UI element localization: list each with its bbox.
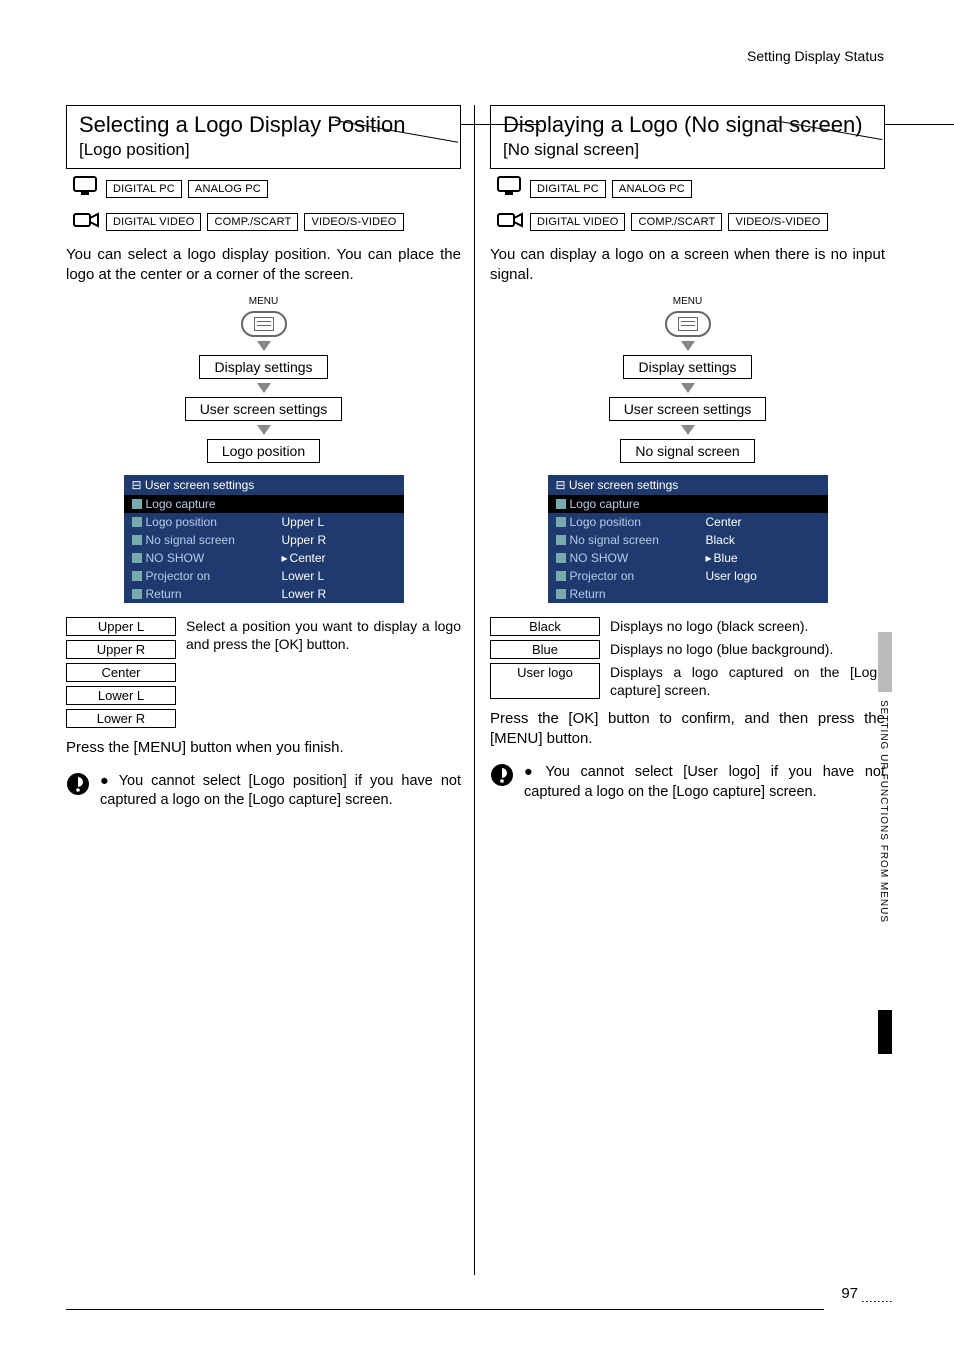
option-desc: Select a position you want to display a … [186,617,461,728]
mode-tag: COMP./SCART [631,213,722,231]
osd-header-text: User screen settings [145,478,254,492]
menu-button-icon [241,311,287,337]
mode-tag: DIGITAL PC [530,180,606,198]
option-key: User logo [490,663,600,699]
option-key: Lower L [66,686,176,705]
option-desc: Displays no logo (black screen). [610,617,885,636]
menu-label: MENU [249,296,278,307]
press-text: Press the [MENU] button when you finish. [66,738,461,758]
arrow-down-icon [681,383,695,393]
column-divider [474,105,475,1275]
section-title: Selecting a Logo Display Position [79,112,448,138]
camera-icon [496,208,524,235]
option-desc: Displays no logo (blue background). [610,640,885,659]
monitor-icon [496,175,524,202]
note-content: You cannot select [Logo position] if you… [100,773,461,809]
option-row: User logo Displays a logo captured on the… [490,663,885,699]
option-key: Upper L [66,617,176,636]
mode-row-2: DIGITAL VIDEO COMP./SCART VIDEO/S-VIDEO [72,208,461,235]
osd-header: ⊟ User screen settings [548,475,828,495]
arrow-down-icon [257,383,271,393]
mode-row-1: DIGITAL PC ANALOG PC [496,175,885,202]
mode-row-2: DIGITAL VIDEO COMP./SCART VIDEO/S-VIDEO [496,208,885,235]
menu-button-icon [665,311,711,337]
section-subtitle: [Logo position] [79,140,448,160]
note: ●You cannot select [Logo position] if yo… [66,772,461,811]
mode-tag: VIDEO/S-VIDEO [304,213,403,231]
page-header: Setting Display Status [0,0,954,64]
press-text: Press the [OK] button to confirm, and th… [490,709,885,750]
option-key: Upper R [66,640,176,659]
left-column: Selecting a Logo Display Position [Logo … [66,105,461,811]
side-tab: SETTING UP FUNCTIONS FROM MENUS [878,632,892,932]
side-tab-black [878,1010,892,1054]
note: ●You cannot select [User logo] if you ha… [490,763,885,802]
nav-step: User screen settings [185,397,343,421]
side-tab-gray [878,632,892,692]
mode-row-1: DIGITAL PC ANALOG PC [72,175,461,202]
page-num-underline [66,1309,824,1310]
page-number: 97 [841,1285,858,1302]
option-desc: Displays a logo captured on the [Logo ca… [610,663,885,699]
osd-screenshot: ⊟ User screen settings Logo captureLogo … [124,475,404,603]
option-table: Black Displays no logo (black screen). Blu… [490,617,885,699]
page-num-dots [862,1301,892,1302]
option-row: Black Displays no logo (black screen). [490,617,885,636]
mode-tag: VIDEO/S-VIDEO [728,213,827,231]
arrow-down-icon [257,425,271,435]
caution-icon [66,772,90,811]
note-text: ●You cannot select [User logo] if you ha… [524,763,885,802]
mode-tag: DIGITAL VIDEO [530,213,625,231]
section-box-left: Selecting a Logo Display Position [Logo … [66,105,461,169]
side-text: SETTING UP FUNCTIONS FROM MENUS [878,700,889,960]
nav-flow: MENU Display settings User screen settin… [490,296,885,463]
osd-header-text: User screen settings [569,478,678,492]
monitor-icon [72,175,100,202]
option-key: Lower R [66,709,176,728]
mode-tag: DIGITAL VIDEO [106,213,201,231]
option-key: Blue [490,640,600,659]
mode-tag: ANALOG PC [188,180,268,198]
mode-tag: DIGITAL PC [106,180,182,198]
body-text: You can display a logo on a screen when … [490,245,885,286]
menu-label: MENU [673,296,702,307]
mode-tag: COMP./SCART [207,213,298,231]
arrow-down-icon [257,341,271,351]
osd-header: ⊟ User screen settings [124,475,404,495]
nav-step: No signal screen [620,439,754,463]
nav-step: Display settings [199,355,327,379]
body-text: You can select a logo display position. … [66,245,461,286]
nav-flow: MENU Display settings User screen settin… [66,296,461,463]
arrow-down-icon [681,425,695,435]
section-title: Displaying a Logo (No signal screen) [503,112,872,138]
option-row: Blue Displays no logo (blue background). [490,640,885,659]
note-content: You cannot select [User logo] if you hav… [524,764,885,800]
option-key: Black [490,617,600,636]
section-subtitle: [No signal screen] [503,140,872,160]
note-text: ●You cannot select [Logo position] if yo… [100,772,461,811]
option-table: Upper L Upper R Center Lower L Lower R Select… [66,617,461,728]
mode-tag: ANALOG PC [612,180,692,198]
nav-step: Display settings [623,355,751,379]
nav-step: Logo position [207,439,320,463]
osd-screenshot: ⊟ User screen settings Logo captureLogo … [548,475,828,603]
camera-icon [72,208,100,235]
option-key: Center [66,663,176,682]
section-box-right: Displaying a Logo (No signal screen) [No… [490,105,885,169]
caution-icon [490,763,514,802]
arrow-down-icon [681,341,695,351]
nav-step: User screen settings [609,397,767,421]
right-column: Displaying a Logo (No signal screen) [No… [490,105,885,803]
